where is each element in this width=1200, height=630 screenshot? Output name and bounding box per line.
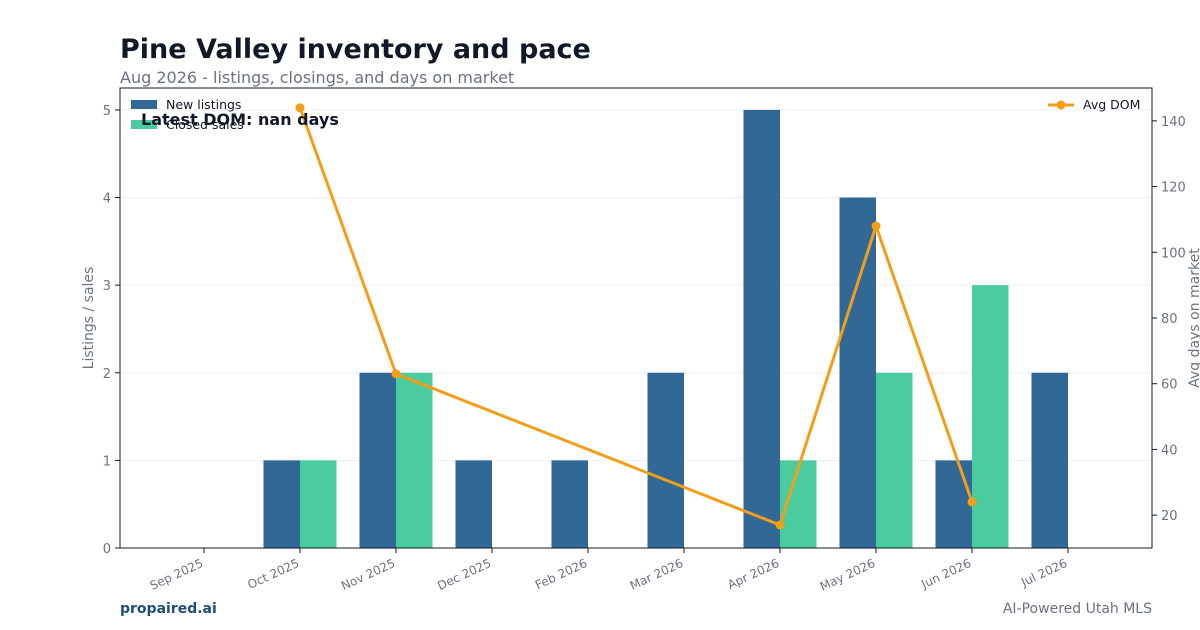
latest-dom-annotation: Latest DOM: nan days bbox=[141, 110, 339, 129]
bar-new-listings bbox=[935, 460, 972, 548]
bar-new-listings bbox=[647, 372, 684, 548]
bar-marks bbox=[263, 109, 1068, 549]
chart-subtitle: Aug 2026 - listings, closings, and days … bbox=[120, 68, 515, 87]
dom-point bbox=[871, 221, 881, 231]
right-y-ticks: 20 40 60 80 100 120 140 bbox=[1152, 115, 1186, 524]
x-tick-label: Mar 2026 bbox=[628, 556, 686, 593]
dom-line bbox=[295, 103, 977, 530]
x-tick-label: Oct 2025 bbox=[245, 556, 301, 592]
bar-new-listings bbox=[743, 109, 780, 549]
legend-marker-avg-dom bbox=[1056, 100, 1066, 110]
y-tick-label: 5 bbox=[103, 104, 111, 119]
x-tick-label: Feb 2026 bbox=[533, 556, 589, 592]
x-tick-label: Apr 2026 bbox=[725, 556, 781, 592]
legend-line: Avg DOM bbox=[1048, 97, 1140, 112]
dom-point bbox=[967, 497, 977, 507]
left-y-ticks: 0 1 2 3 4 5 bbox=[103, 104, 120, 557]
legend-swatch-closed-sales bbox=[131, 120, 157, 129]
x-ticks: Sep 2025 Oct 2025 Nov 2025 Dec 2025 Feb 2026… bbox=[148, 548, 1069, 594]
y-tick-label: 1 bbox=[103, 454, 111, 469]
legend-label-avg-dom: Avg DOM bbox=[1083, 97, 1140, 112]
bar-closed-sales bbox=[876, 372, 913, 548]
bar-new-listings bbox=[551, 460, 588, 548]
x-tick-label: Dec 2025 bbox=[435, 556, 493, 593]
y-tick-label: 4 bbox=[103, 192, 111, 207]
bar-closed-sales bbox=[396, 372, 433, 548]
bar-closed-sales bbox=[972, 285, 1009, 548]
bar-new-listings bbox=[455, 460, 492, 548]
legend-bars: New listings Closed sales bbox=[131, 97, 244, 132]
y-tick-label: 3 bbox=[103, 279, 111, 294]
bar-new-listings bbox=[263, 460, 300, 548]
legend-label-new-listings: New listings bbox=[166, 97, 241, 112]
y2-tick-label: 60 bbox=[1161, 378, 1178, 393]
x-tick-label: Jul 2026 bbox=[1018, 556, 1069, 590]
y2-tick-label: 80 bbox=[1161, 312, 1178, 327]
bar-closed-sales bbox=[300, 460, 337, 548]
legend-swatch-new-listings bbox=[131, 100, 157, 109]
x-tick-label: May 2026 bbox=[818, 556, 878, 594]
y2-tick-label: 40 bbox=[1161, 443, 1178, 458]
brand-logo-text: propaired.ai bbox=[120, 601, 217, 617]
dom-point bbox=[295, 103, 305, 113]
bar-new-listings bbox=[839, 197, 876, 548]
y2-tick-label: 120 bbox=[1161, 181, 1186, 196]
y-tick-label: 2 bbox=[103, 367, 111, 382]
bar-new-listings bbox=[1031, 372, 1068, 548]
y2-tick-label: 20 bbox=[1161, 509, 1178, 524]
x-tick-label: Jun 2026 bbox=[918, 556, 973, 592]
dom-point bbox=[775, 520, 785, 530]
y2-tick-label: 140 bbox=[1161, 115, 1186, 130]
chart-title: Pine Valley inventory and pace bbox=[120, 34, 591, 65]
x-tick-label: Nov 2025 bbox=[339, 556, 397, 593]
y-tick-label: 0 bbox=[103, 542, 111, 557]
y2-axis-label: Avg days on market bbox=[1187, 248, 1200, 388]
x-tick-label: Sep 2025 bbox=[148, 556, 206, 593]
footer-tagline: AI-Powered Utah MLS bbox=[1002, 601, 1152, 617]
dom-point bbox=[391, 369, 401, 379]
bar-new-listings bbox=[359, 372, 396, 548]
y-axis-label: Listings / sales bbox=[81, 267, 97, 370]
legend-label-closed-sales: Closed sales bbox=[166, 117, 244, 132]
chart-canvas: 0 1 2 3 4 5 20 40 60 80 100 120 140 Sep 2025 Oct 202… bbox=[81, 87, 1200, 594]
y2-tick-label: 100 bbox=[1161, 246, 1186, 261]
